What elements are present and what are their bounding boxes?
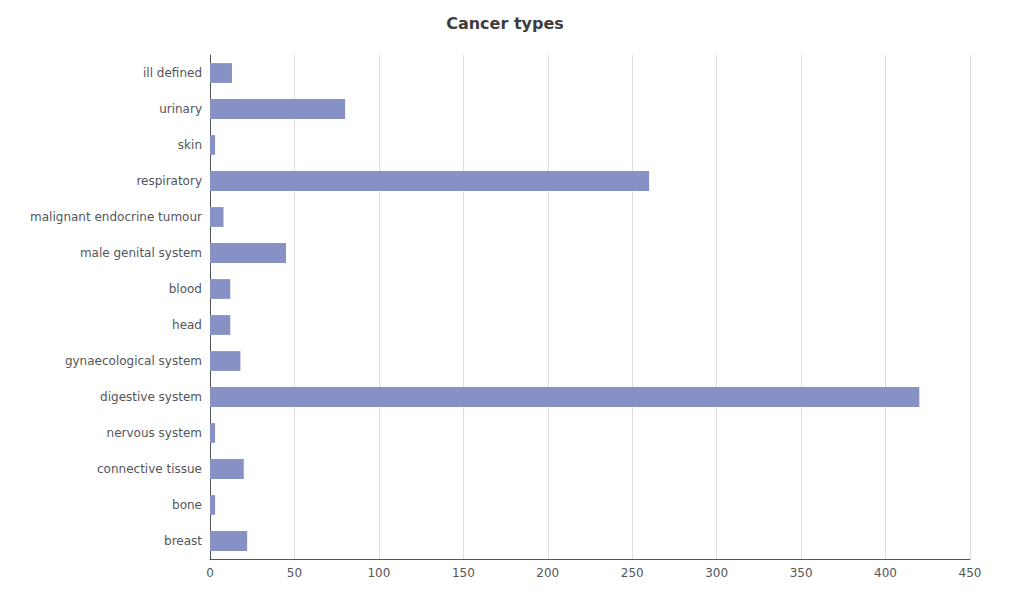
svg-text:urinary: urinary — [159, 102, 202, 116]
svg-text:gynaecological system: gynaecological system — [65, 354, 202, 368]
svg-text:150: 150 — [452, 566, 475, 580]
svg-text:breast: breast — [164, 534, 202, 548]
svg-text:bone: bone — [172, 498, 202, 512]
svg-text:connective tissue: connective tissue — [97, 462, 202, 476]
svg-text:Cancer types: Cancer types — [446, 14, 564, 33]
svg-text:skin: skin — [178, 138, 202, 152]
svg-text:250: 250 — [621, 566, 644, 580]
svg-text:300: 300 — [705, 566, 728, 580]
svg-text:digestive system: digestive system — [100, 390, 202, 404]
svg-text:0: 0 — [206, 566, 214, 580]
svg-text:nervous system: nervous system — [107, 426, 202, 440]
svg-text:respiratory: respiratory — [136, 174, 202, 188]
svg-text:400: 400 — [874, 566, 897, 580]
svg-text:blood: blood — [169, 282, 202, 296]
svg-text:350: 350 — [790, 566, 813, 580]
svg-text:head: head — [172, 318, 202, 332]
svg-text:100: 100 — [367, 566, 390, 580]
svg-text:200: 200 — [536, 566, 559, 580]
svg-text:malignant endocrine tumour: malignant endocrine tumour — [30, 210, 202, 224]
svg-text:450: 450 — [959, 566, 982, 580]
svg-text:50: 50 — [287, 566, 302, 580]
svg-text:male genital system: male genital system — [80, 246, 202, 260]
svg-text:ill defined: ill defined — [143, 66, 202, 80]
